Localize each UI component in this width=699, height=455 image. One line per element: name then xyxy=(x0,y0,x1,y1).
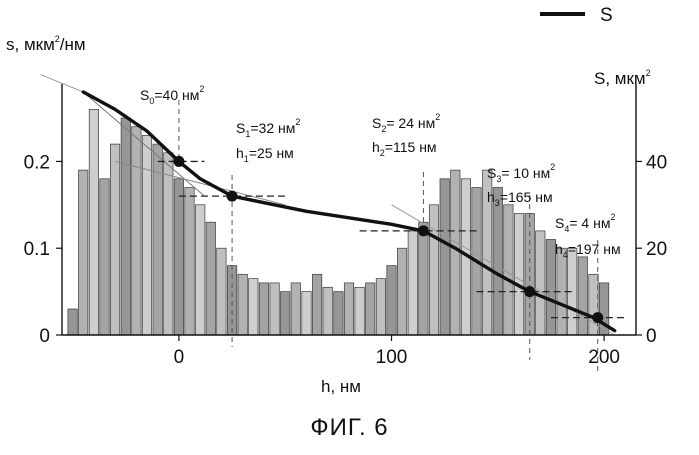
annotation-h-2-part: h xyxy=(372,139,380,155)
histogram-bar xyxy=(164,153,173,335)
histogram-bar xyxy=(79,170,88,335)
annotation-s-3: S3= 10 нм2 xyxy=(487,162,555,184)
y-axis-title-right-part: 2 xyxy=(646,68,651,78)
annotation-h-4-part: =197 нм xyxy=(568,241,621,257)
annotation-h-1-part: =25 нм xyxy=(249,145,294,161)
histogram-bar xyxy=(270,283,279,335)
annotation-s-0-part: =40 нм xyxy=(154,87,199,103)
histogram-bar xyxy=(323,287,332,335)
y-right-tick-label-0: 0 xyxy=(646,326,657,347)
histogram-bar xyxy=(589,274,598,335)
x-axis-title: h, нм xyxy=(321,377,361,396)
histogram-bar xyxy=(493,188,502,336)
histogram-bar xyxy=(536,231,545,335)
point-marker-1 xyxy=(227,191,238,202)
annotation-s-0-part: 2 xyxy=(199,84,204,94)
histogram-bar xyxy=(312,274,321,335)
point-marker-0 xyxy=(173,156,184,167)
annotation-h-1-part: h xyxy=(236,145,244,161)
y-axis-title-left-part: s, мкм xyxy=(6,35,55,54)
annotation-s-4: S4= 4 нм2 xyxy=(555,212,615,234)
point-marker-2 xyxy=(418,225,429,236)
histogram-bar xyxy=(89,109,98,335)
y-left-tick-label-1: 0.1 xyxy=(24,239,50,260)
y-right-tick-label-2: 40 xyxy=(646,152,667,173)
histogram-bar xyxy=(259,283,268,335)
point-marker-4 xyxy=(592,312,603,323)
annotation-h-2-part: =115 нм xyxy=(385,139,437,155)
histogram-bar xyxy=(514,214,523,336)
annotation-h-2: h2=115 нм xyxy=(372,139,437,158)
annotation-s-2-part: 2 xyxy=(435,112,440,122)
annotation-s-4-part: = 4 нм xyxy=(569,215,610,231)
histogram-bar xyxy=(174,179,183,335)
annotation-s-4-part: S xyxy=(555,215,564,231)
legend-label: S xyxy=(600,5,613,26)
histogram-bar xyxy=(419,222,428,335)
y-axis-title-left-part: /нм xyxy=(60,35,86,54)
annotation-s-0-part: S xyxy=(140,87,149,103)
chart: 010020000.10.202040h, нмs, мкм2/нмS, мкм… xyxy=(0,0,699,410)
annotation-s-4-part: 2 xyxy=(610,212,615,222)
histogram-bar xyxy=(397,248,406,335)
histogram-bar xyxy=(440,179,449,335)
histogram-bar xyxy=(132,127,141,335)
x-tick-label-0: 0 xyxy=(174,347,185,368)
histogram-bar xyxy=(185,188,194,336)
point-marker-3 xyxy=(524,286,535,297)
y-axis-title-right-part: S, мкм xyxy=(594,69,646,88)
annotation-s-1-part: =32 нм xyxy=(250,120,295,136)
histogram-bar xyxy=(291,283,300,335)
annotation-s-2-part: S xyxy=(372,115,381,131)
annotation-h-3-part: =165 нм xyxy=(500,189,553,205)
annotation-h-4-part: h xyxy=(555,241,563,257)
histogram-bar xyxy=(110,144,119,335)
histogram-bar xyxy=(366,283,375,335)
annotation-h-1: h1=25 нм xyxy=(236,145,294,164)
histogram-bar xyxy=(578,257,587,335)
y-axis-title-left: s, мкм2/нм xyxy=(6,34,86,54)
histogram-bar xyxy=(142,135,151,335)
y-left-tick-label-2: 0.2 xyxy=(24,152,50,173)
x-tick-label-2: 200 xyxy=(588,347,620,368)
histogram-bar xyxy=(68,309,77,335)
annotation-s-0: S0=40 нм2 xyxy=(140,84,204,106)
y-left-tick-label-0: 0 xyxy=(39,326,50,347)
histogram-bar xyxy=(504,205,513,335)
y-right-tick-label-1: 20 xyxy=(646,239,667,260)
histogram-bar xyxy=(429,205,438,335)
annotation-s-3-part: = 10 нм xyxy=(501,165,550,181)
histogram-bar xyxy=(334,292,343,335)
histogram-bar xyxy=(249,279,258,335)
histogram-bar xyxy=(344,283,353,335)
histogram-bar xyxy=(451,170,460,335)
histogram-bar xyxy=(196,205,205,335)
histogram-bar xyxy=(238,274,247,335)
annotation-h-3-part: h xyxy=(487,189,495,205)
histogram-bar xyxy=(100,179,109,335)
x-tick-label-1: 100 xyxy=(376,347,408,368)
figure-caption: ФИГ. 6 xyxy=(0,414,699,442)
annotation-s-1: S1=32 нм2 xyxy=(236,117,300,139)
histogram-bar xyxy=(387,266,396,335)
histogram-bar xyxy=(281,292,290,335)
annotation-s-1-part: 2 xyxy=(295,117,300,127)
histogram-bar xyxy=(217,248,226,335)
histogram-bar xyxy=(408,231,417,335)
annotation-s-2-part: = 24 нм xyxy=(386,115,435,131)
y-axis-title-right: S, мкм2 xyxy=(594,68,651,88)
annotation-s-2: S2= 24 нм2 xyxy=(372,112,440,134)
histogram-bar xyxy=(206,222,215,335)
histogram-bar xyxy=(376,279,385,335)
annotation-s-3-part: 2 xyxy=(550,162,555,172)
annotation-s-3-part: S xyxy=(487,165,496,181)
histogram-bar xyxy=(121,118,130,335)
annotation-s-1-part: S xyxy=(236,120,245,136)
histogram-bar xyxy=(302,292,311,335)
histogram-bar xyxy=(355,287,364,335)
